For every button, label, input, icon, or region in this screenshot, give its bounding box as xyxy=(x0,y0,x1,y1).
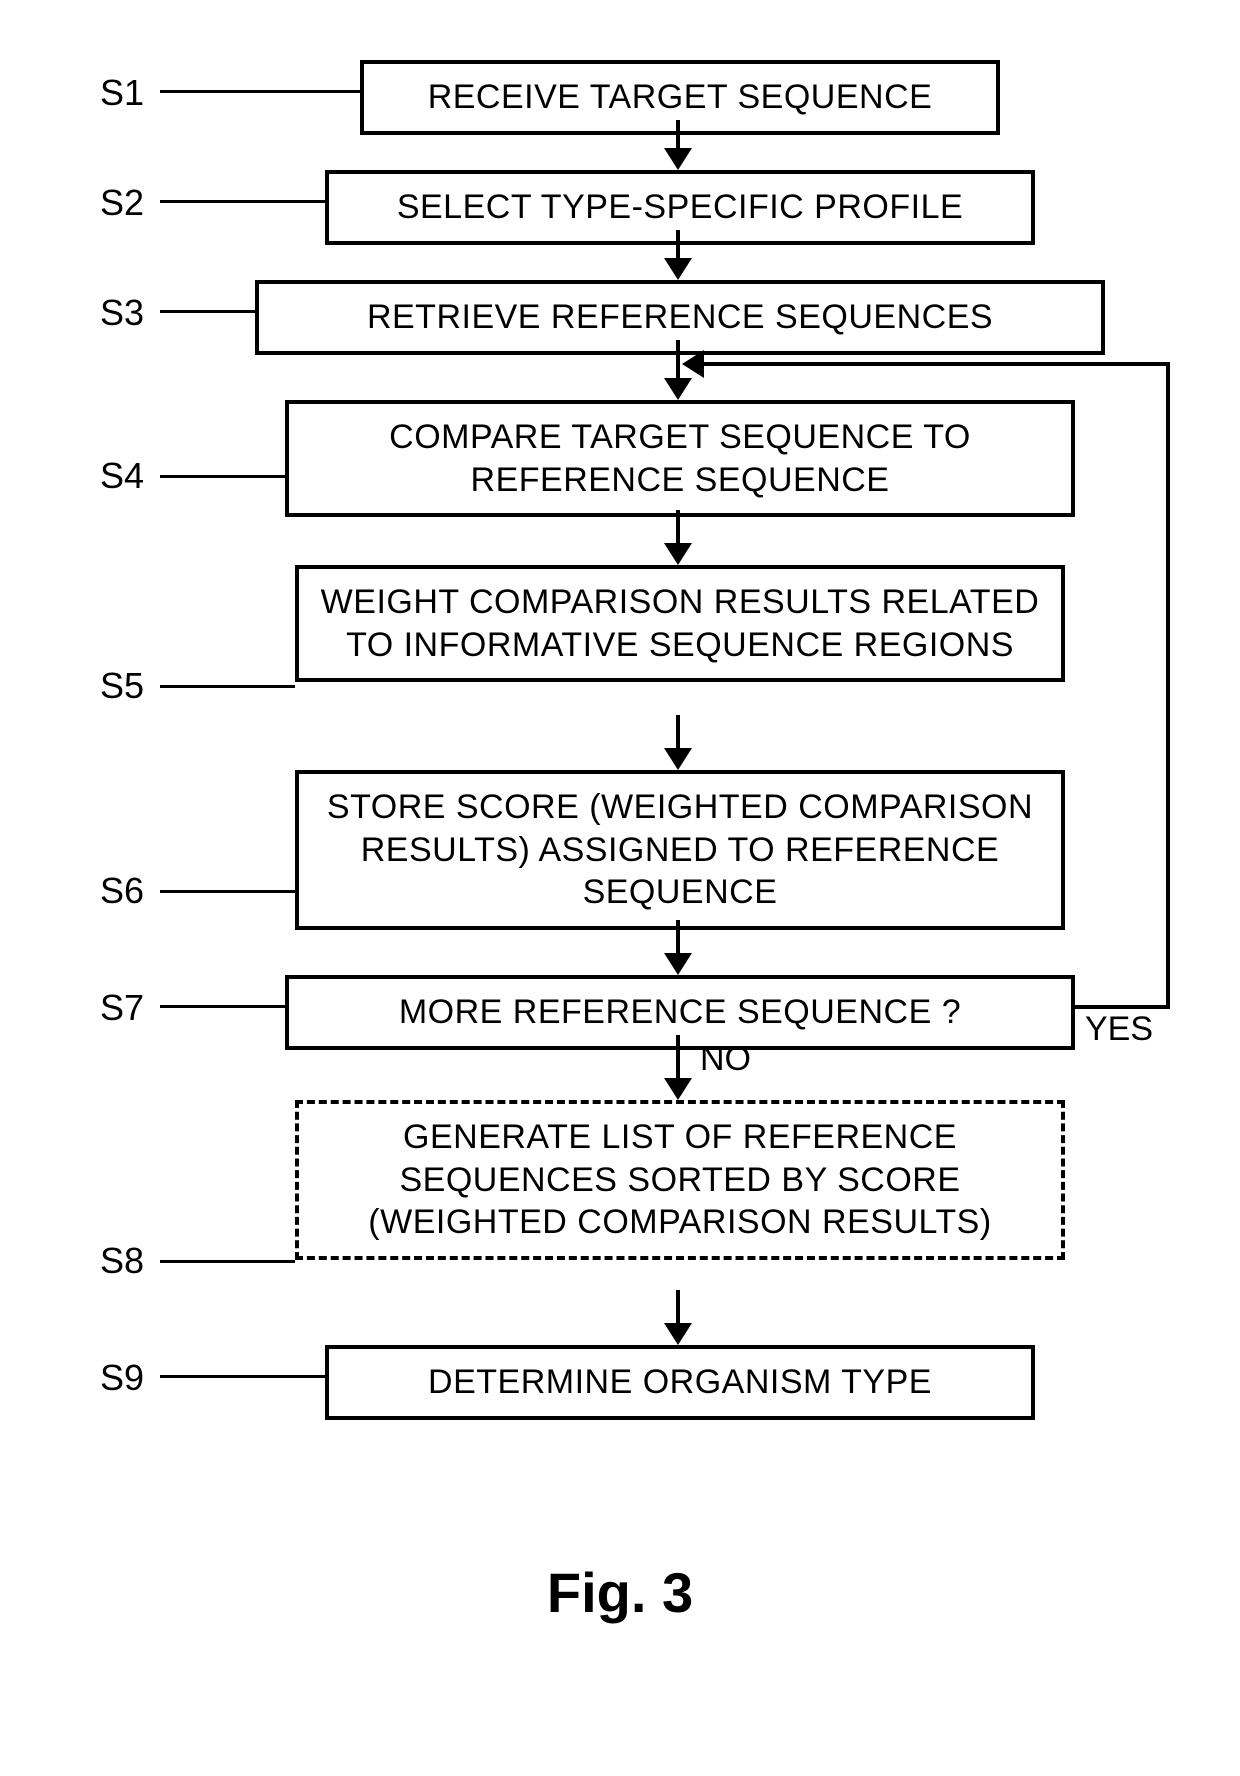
box-s1: RECEIVE TARGET SEQUENCE xyxy=(360,60,1000,135)
connector-s5 xyxy=(160,685,295,688)
step-label-s7: S7 xyxy=(100,987,144,1029)
step-label-s2: S2 xyxy=(100,182,144,224)
edge-label-yes: YES xyxy=(1085,1010,1153,1049)
box-s6: STORE SCORE (WEIGHTED COMPARISON RESULTS… xyxy=(295,770,1065,930)
step-label-s5: S5 xyxy=(100,665,144,707)
connector-s1 xyxy=(160,90,360,93)
step-label-s4: S4 xyxy=(100,455,144,497)
connector-s6 xyxy=(160,890,295,893)
step-label-s9: S9 xyxy=(100,1357,144,1399)
step-label-s3: S3 xyxy=(100,292,144,334)
connector-s9 xyxy=(160,1375,325,1378)
step-label-s8: S8 xyxy=(100,1240,144,1282)
box-s8: GENERATE LIST OF REFERENCE SEQUENCES SOR… xyxy=(295,1100,1065,1260)
connector-s7 xyxy=(160,1005,285,1008)
connector-s4 xyxy=(160,475,285,478)
connector-s3 xyxy=(160,310,255,313)
box-s4: COMPARE TARGET SEQUENCE TO REFERENCE SEQ… xyxy=(285,400,1075,517)
box-s3: RETRIEVE REFERENCE SEQUENCES xyxy=(255,280,1105,355)
step-label-s6: S6 xyxy=(100,870,144,912)
box-s9: DETERMINE ORGANISM TYPE xyxy=(325,1345,1035,1420)
figure-caption: Fig. 3 xyxy=(0,1560,1240,1625)
edge-label-no: NO xyxy=(700,1040,751,1079)
connector-s2 xyxy=(160,200,325,203)
box-s2: SELECT TYPE-SPECIFIC PROFILE xyxy=(325,170,1035,245)
box-s7: MORE REFERENCE SEQUENCE ? xyxy=(285,975,1075,1050)
connector-s8 xyxy=(160,1260,295,1263)
box-s5: WEIGHT COMPARISON RESULTS RELATED TO INF… xyxy=(295,565,1065,682)
step-label-s1: S1 xyxy=(100,72,144,114)
